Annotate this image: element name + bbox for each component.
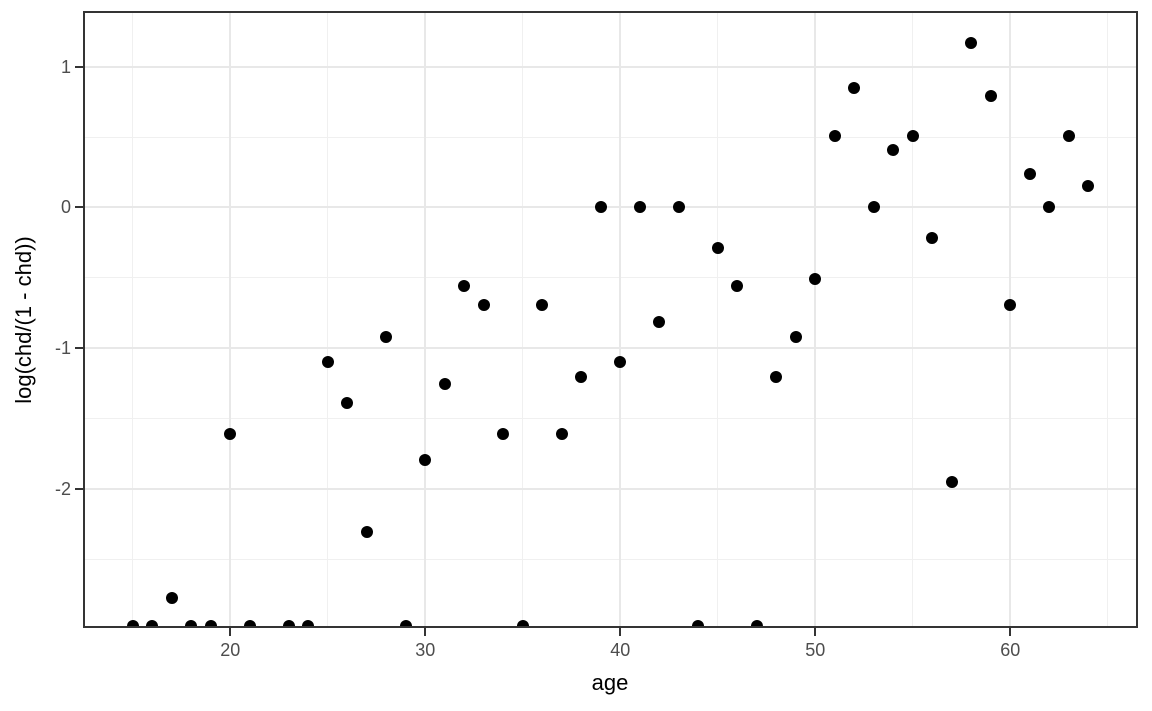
data-point [731, 280, 744, 293]
x-tick-label: 30 [415, 640, 436, 660]
data-point [575, 370, 588, 383]
data-point [653, 315, 666, 328]
y-major-gridline [85, 206, 1136, 209]
data-point [848, 81, 861, 94]
y-minor-gridline [85, 559, 1136, 561]
data-point [770, 370, 783, 383]
data-point [204, 620, 217, 626]
data-point [477, 298, 490, 311]
data-point [672, 201, 685, 214]
x-tick-label: 60 [1000, 640, 1021, 660]
data-point [887, 143, 900, 156]
data-point [692, 620, 705, 626]
x-minor-gridline [1107, 13, 1109, 626]
x-major-gridline [1009, 13, 1012, 626]
data-point [536, 298, 549, 311]
data-point [321, 356, 334, 369]
data-point [380, 331, 393, 344]
data-point [185, 620, 198, 626]
data-point [126, 620, 139, 626]
y-major-gridline [85, 65, 1136, 68]
data-point [984, 90, 997, 103]
x-axis-tick [1009, 628, 1012, 636]
data-point [809, 273, 822, 286]
data-point [614, 356, 627, 369]
data-point [282, 620, 295, 626]
data-point [828, 129, 841, 142]
data-point [224, 428, 237, 441]
y-axis-tick [75, 347, 83, 350]
x-minor-gridline [717, 13, 719, 626]
x-axis-tick [424, 628, 427, 636]
x-minor-gridline [132, 13, 134, 626]
data-point [711, 242, 724, 255]
data-point [1062, 129, 1075, 142]
data-point [360, 525, 373, 538]
data-point [926, 232, 939, 245]
y-axis-tick [75, 206, 83, 209]
data-point [945, 476, 958, 489]
data-point [146, 620, 159, 626]
data-point [965, 36, 978, 49]
data-point [302, 620, 315, 626]
y-tick-label: 0 [60, 197, 71, 218]
data-point [165, 591, 178, 604]
x-axis-tick [619, 628, 622, 636]
data-point [1043, 201, 1056, 214]
data-point [458, 280, 471, 293]
data-point [497, 428, 510, 441]
x-minor-gridline [912, 13, 914, 626]
plot-panel [85, 13, 1136, 626]
y-axis-tick [75, 65, 83, 68]
x-tick-label: 20 [220, 640, 241, 660]
x-axis-title: age [591, 670, 629, 695]
y-tick-label: -2 [54, 479, 71, 500]
data-point [243, 620, 256, 626]
data-point [419, 453, 432, 466]
x-major-gridline [424, 13, 427, 626]
data-point [341, 397, 354, 410]
data-point [399, 620, 412, 626]
x-major-gridline [619, 13, 622, 626]
data-point [1082, 180, 1095, 193]
data-point [438, 377, 451, 390]
y-minor-gridline [85, 277, 1136, 279]
y-major-gridline [85, 488, 1136, 491]
x-major-gridline [229, 13, 232, 626]
x-minor-gridline [522, 13, 524, 626]
data-point [1004, 298, 1017, 311]
data-point [555, 428, 568, 441]
x-major-gridline [814, 13, 817, 626]
y-axis-tick [75, 488, 83, 491]
data-point [633, 201, 646, 214]
y-tick-label: -1 [54, 338, 71, 359]
y-major-gridline [85, 347, 1136, 350]
y-axis-title: log(chd/(1 - chd)) [11, 236, 36, 404]
data-point [789, 331, 802, 344]
x-axis-tick [229, 628, 232, 636]
x-tick-label: 50 [805, 640, 826, 660]
y-tick-label: 1 [60, 56, 71, 77]
x-minor-gridline [327, 13, 329, 626]
x-tick-label: 40 [610, 640, 631, 660]
y-minor-gridline [85, 418, 1136, 420]
data-point [516, 620, 529, 626]
data-point [906, 129, 919, 142]
data-point [1023, 167, 1036, 180]
y-minor-gridline [85, 136, 1136, 138]
x-axis-tick [814, 628, 817, 636]
data-point [594, 201, 607, 214]
data-point [750, 620, 763, 626]
data-point [867, 201, 880, 214]
